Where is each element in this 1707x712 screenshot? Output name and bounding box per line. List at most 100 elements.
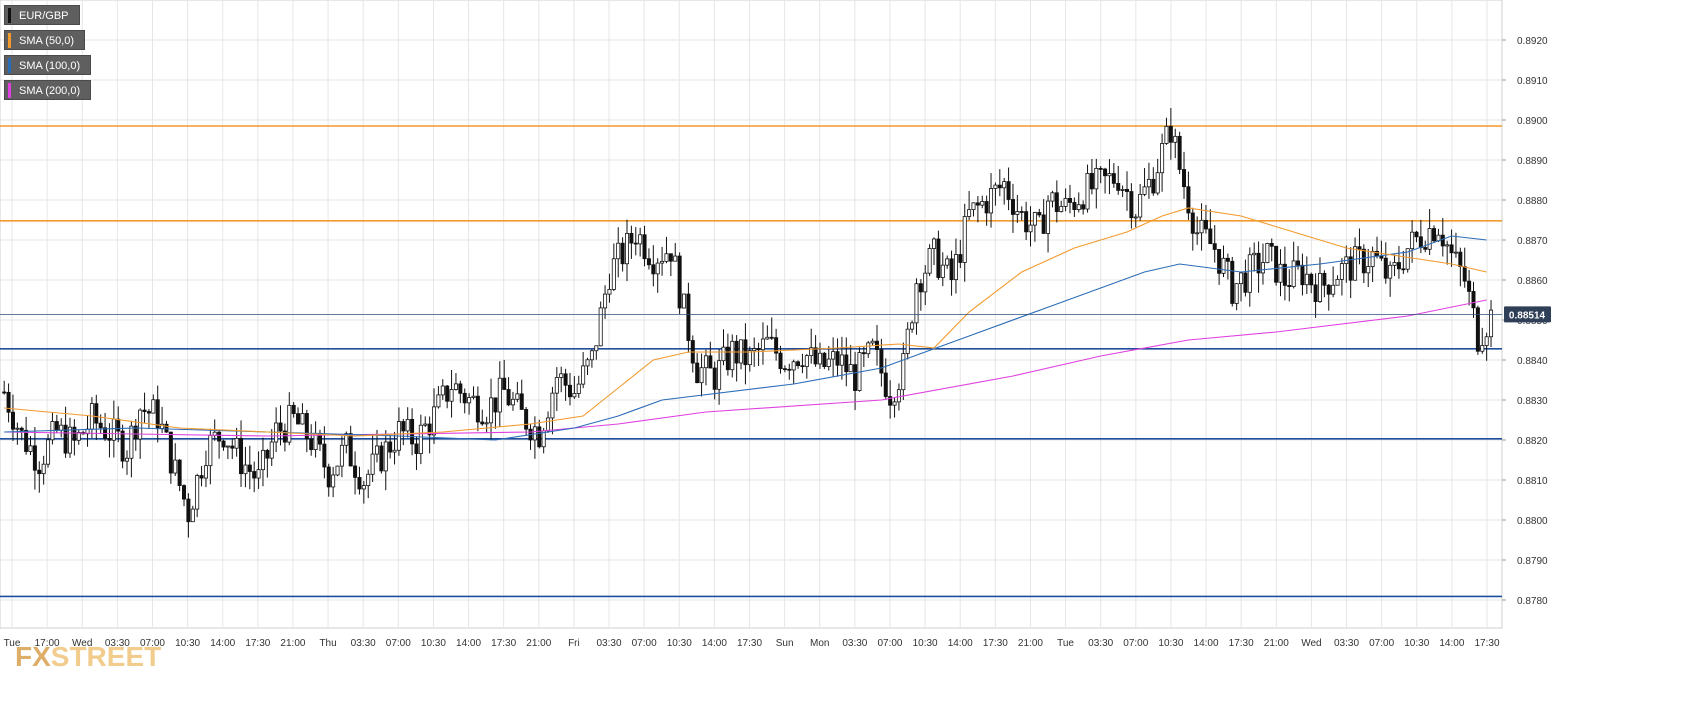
candle-body	[1146, 178, 1151, 188]
candle-body	[1230, 260, 1235, 304]
candle-body	[603, 293, 608, 309]
candle-body	[94, 403, 99, 424]
x-tick-label: 10:30	[1404, 638, 1429, 649]
candle-body	[230, 445, 235, 449]
y-tick-label: 0.8870	[1517, 236, 1548, 247]
candle-body	[309, 438, 314, 451]
candle-body	[1129, 191, 1134, 219]
candle-body	[813, 347, 818, 365]
legend-item-sma100[interactable]: SMA (100,0)	[4, 55, 92, 75]
candle-body	[1423, 247, 1428, 250]
candle-body	[611, 258, 616, 290]
legend-label: SMA (200,0)	[19, 85, 81, 97]
candle-body	[1116, 183, 1121, 191]
candle-body	[870, 340, 875, 344]
candle-body	[923, 272, 928, 293]
candle-body	[54, 421, 59, 431]
candle-body	[717, 360, 722, 390]
candle-body	[111, 418, 116, 441]
legend: EUR/GBP SMA (50,0) SMA (100,0) SMA (200,…	[4, 5, 92, 105]
candle-body	[1414, 231, 1419, 238]
x-tick-label: 07:00	[1369, 638, 1394, 649]
legend-item-eurgbp[interactable]: EUR/GBP	[4, 5, 80, 25]
candle-body	[1326, 284, 1331, 295]
candle-body	[1462, 266, 1467, 282]
candle-body	[1458, 251, 1463, 268]
candle-body	[760, 338, 765, 351]
candle-body	[506, 389, 511, 406]
x-tick-label: 03:30	[351, 638, 376, 649]
candle-body	[1366, 266, 1371, 274]
candle-body	[625, 232, 630, 265]
candle-body	[1015, 211, 1020, 215]
candle-body	[379, 445, 384, 472]
candle-body	[453, 383, 458, 390]
candle-body	[282, 430, 287, 443]
candle-body	[1379, 255, 1384, 259]
candle-body	[15, 427, 20, 430]
candle-body	[598, 307, 603, 347]
candle-body	[554, 377, 559, 394]
legend-item-sma50[interactable]: SMA (50,0)	[4, 30, 86, 50]
candle-body	[703, 355, 708, 369]
candle-body	[155, 399, 160, 429]
candle-body	[664, 253, 669, 262]
candle-body	[339, 444, 344, 467]
candle-body	[646, 258, 651, 266]
candle-body	[1195, 232, 1200, 235]
x-tick-label: 14:00	[210, 638, 235, 649]
candle-body	[46, 439, 51, 465]
candle-body	[642, 234, 647, 260]
candle-body	[41, 463, 46, 475]
candle-body	[791, 361, 796, 371]
candle-body	[747, 350, 752, 366]
candle-body	[1304, 273, 1309, 286]
x-tick-label: 03:30	[1334, 638, 1359, 649]
candle-body	[405, 418, 410, 432]
candle-body	[471, 395, 476, 398]
candle-body	[357, 477, 362, 490]
candle-body	[1331, 284, 1336, 295]
legend-item-sma200[interactable]: SMA (200,0)	[4, 80, 92, 100]
candle-body	[918, 283, 923, 293]
x-tick-label: 10:30	[913, 638, 938, 649]
candle-body	[59, 424, 64, 431]
candle-body	[1190, 212, 1195, 234]
y-tick-label: 0.8830	[1517, 396, 1548, 407]
candle-body	[182, 485, 187, 500]
candle-body	[945, 258, 950, 266]
candle-body	[142, 409, 147, 412]
x-tick-label: 21:00	[526, 638, 551, 649]
candle-body	[774, 337, 779, 354]
candle-body	[537, 426, 542, 448]
candle-body	[247, 464, 252, 472]
candle-body	[1182, 169, 1187, 188]
candle-body	[1445, 244, 1450, 247]
x-tick-label: 10:30	[667, 638, 692, 649]
x-tick-label: 17:30	[1474, 638, 1499, 649]
candle-body	[348, 433, 353, 467]
candle-body	[1432, 228, 1437, 242]
y-tick-label: 0.8900	[1517, 116, 1548, 127]
candle-body	[524, 409, 529, 430]
candle-body	[370, 453, 375, 475]
x-tick-label: 17:30	[1229, 638, 1254, 649]
candle-body	[879, 349, 884, 374]
candle-body	[436, 394, 441, 408]
candle-body	[1370, 250, 1375, 267]
candle-body	[682, 293, 687, 309]
candle-body	[975, 202, 980, 206]
candle-body	[467, 397, 472, 404]
candle-body	[668, 253, 673, 262]
candle-body	[629, 232, 634, 244]
candle-body	[1322, 272, 1327, 286]
candle-body	[822, 352, 827, 368]
candle-body	[756, 348, 761, 351]
logo-part-fx: FX	[15, 641, 51, 672]
y-tick-label: 0.8840	[1517, 356, 1548, 367]
candle-body	[932, 238, 937, 249]
candle-body	[901, 353, 906, 391]
sma200-line	[4, 299, 1487, 437]
candle-body	[37, 469, 42, 475]
